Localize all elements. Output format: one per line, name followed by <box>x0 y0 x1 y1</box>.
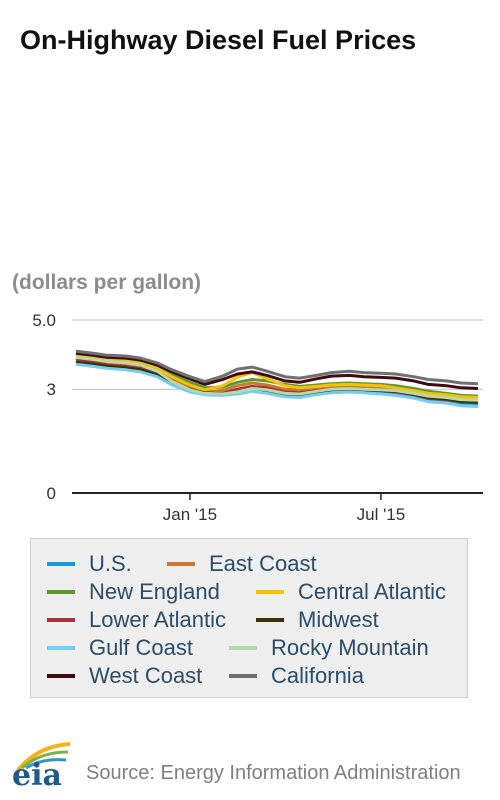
legend-label: Lower Atlantic <box>89 607 226 632</box>
legend-item: East Coast <box>167 550 317 578</box>
legend-label: U.S. <box>89 551 132 576</box>
legend-swatch <box>256 590 284 594</box>
legend-item: Gulf Coast <box>47 634 193 662</box>
legend-item: New England <box>47 578 220 606</box>
y-tick-label: 3 <box>47 380 56 399</box>
x-axis: Jan '15 Jul '15 <box>163 493 405 524</box>
eia-logo-text: eia <box>12 758 62 793</box>
series-line-west-coast <box>75 351 479 390</box>
line-chart: 5.0 3 0 Jan '15 Jul '15 <box>32 311 483 524</box>
series-lines <box>75 349 479 408</box>
legend-item: Lower Atlantic <box>47 606 226 634</box>
legend-swatch <box>47 646 75 650</box>
legend-swatch <box>229 674 257 678</box>
chart-legend: U.S. East Coast New England Central Atlanti… <box>30 538 468 698</box>
eia-logo-icon <box>16 742 71 772</box>
legend-label: California <box>271 663 364 688</box>
legend-swatch <box>47 674 75 678</box>
legend-label: Gulf Coast <box>89 635 193 660</box>
gridlines <box>72 319 483 494</box>
legend-swatch <box>229 646 257 650</box>
legend-item: U.S. <box>47 550 132 578</box>
legend-swatch <box>47 562 75 566</box>
series-line-central-atlantic <box>75 353 479 399</box>
y-tick-labels: 5.0 3 0 <box>32 311 56 503</box>
legend-item: Midwest <box>256 606 379 634</box>
x-tick-label: Jan '15 <box>163 505 217 524</box>
legend-label: New England <box>89 579 220 604</box>
legend-label: Rocky Mountain <box>271 635 429 660</box>
legend-item: West Coast <box>47 662 202 690</box>
legend-swatch <box>47 618 75 622</box>
chart-title: On-Highway Diesel Fuel Prices <box>20 25 417 55</box>
legend-label: East Coast <box>209 551 317 576</box>
series-line-rocky-mountain <box>75 355 479 402</box>
legend-swatch <box>256 618 284 622</box>
legend-label: Central Atlantic <box>298 579 446 604</box>
legend-item: Central Atlantic <box>256 578 446 606</box>
legend-swatch <box>47 590 75 594</box>
legend-item: Rocky Mountain <box>229 634 429 662</box>
legend-label: West Coast <box>89 663 203 688</box>
x-tick-label: Jul '15 <box>357 505 406 524</box>
y-tick-label: 0 <box>47 484 56 503</box>
legend-label: Midwest <box>298 607 379 632</box>
y-tick-label: 5.0 <box>32 311 56 330</box>
y-axis-units: (dollars per gallon) <box>12 271 202 294</box>
source-note: Source: Energy Information Administratio… <box>86 762 461 784</box>
legend-item: California <box>229 662 364 690</box>
legend-swatch <box>167 562 195 566</box>
series-line-california <box>75 349 479 386</box>
series-line-gulf-coast <box>75 362 479 408</box>
